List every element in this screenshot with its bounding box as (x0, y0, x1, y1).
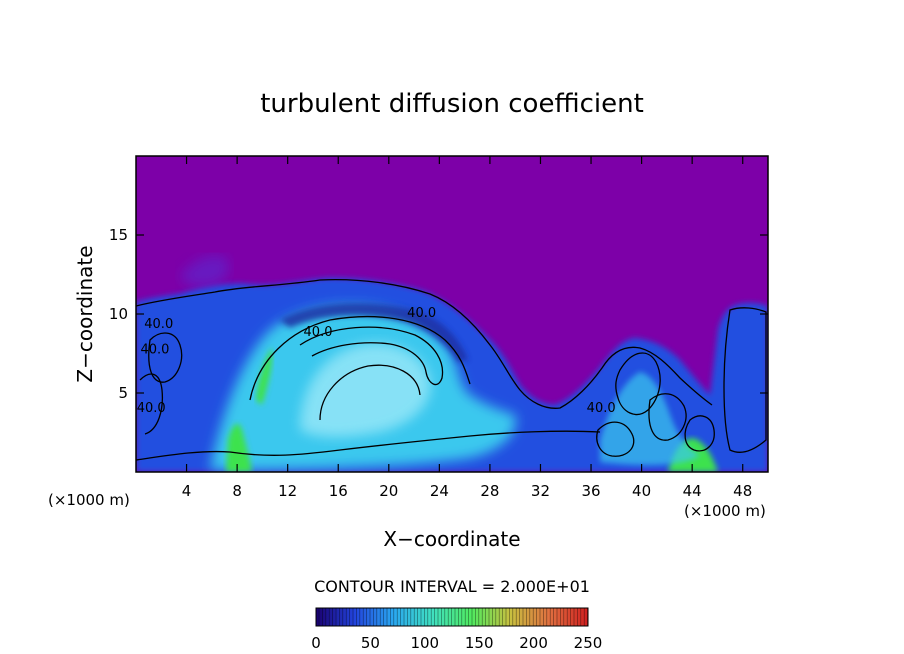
contour-vortex-inner (299, 326, 444, 386)
x-axis-ticks: 4 8 12 16 20 24 28 32 36 40 44 48 (182, 156, 752, 500)
contour-label: 40.0 (144, 317, 173, 332)
x-tick-label: 48 (733, 482, 752, 500)
colorbar-tick-label: 150 (465, 634, 494, 652)
x-tick-label: 20 (379, 482, 398, 500)
colorbar-tick-label: 50 (361, 634, 380, 652)
plot-area: 40.0 40.0 40.0 40.0 40.0 40.0 (136, 156, 768, 472)
colorbar-tick-label: 0 (311, 634, 321, 652)
field-purple-haze (180, 255, 229, 287)
contour-vortex-outer (249, 316, 471, 401)
x-tick-label: 8 (232, 482, 242, 500)
field-green-left (226, 423, 252, 472)
x-tick-label: 12 (278, 482, 297, 500)
contour-lines (136, 278, 767, 461)
colorbar-ticks: 0 50 100 150 200 250 (311, 634, 602, 652)
x-tick-label: 4 (182, 482, 192, 500)
x-tick-label: 28 (480, 482, 499, 500)
contour-interval-text: CONTOUR INTERVAL = 2.000E+01 (314, 577, 590, 596)
contour-lower-band (136, 430, 601, 461)
colorbar-tick-label: 100 (410, 634, 439, 652)
y-tick-label: 15 (109, 226, 128, 244)
colorbar-tick-label: 200 (519, 634, 548, 652)
x-tick-label: 16 (329, 482, 348, 500)
field-dark-upper-band (280, 303, 468, 362)
x-tick-label: 44 (683, 482, 702, 500)
contour-vortex-core (319, 364, 421, 421)
contour-right-turbulence-4 (684, 415, 715, 452)
contour-left-column-2 (139, 373, 164, 435)
y-tick-label: 5 (118, 384, 128, 402)
x-tick-label: 40 (632, 482, 651, 500)
x-tick-label: 24 (430, 482, 449, 500)
x-tick-label: 36 (581, 482, 600, 500)
chart-title: turbulent diffusion coefficient (260, 89, 644, 119)
x-unit-left: (×1000 m) (48, 491, 130, 509)
contour-label: 40.0 (137, 401, 166, 416)
colorbar-tick-label: 250 (574, 634, 603, 652)
x-unit-right: (×1000 m) (684, 502, 766, 520)
y-tick-label: 10 (109, 305, 128, 323)
contour-label: 40.0 (587, 401, 616, 416)
y-axis-ticks: 5 10 15 (109, 226, 768, 402)
contour-right-turbulence-3 (648, 393, 687, 441)
contour-label: 40.0 (140, 343, 169, 358)
x-axis-label: X−coordinate (383, 527, 520, 551)
heatmap-field (136, 255, 768, 472)
colorbar (315, 607, 589, 627)
contour-right-block (723, 307, 767, 453)
field-right-turbulence (600, 372, 700, 466)
field-green-mid (256, 348, 273, 405)
contour-right-turbulence-2 (596, 421, 635, 457)
contour-right-turbulence-1 (615, 352, 661, 415)
contour-labels: 40.0 40.0 40.0 40.0 40.0 40.0 (137, 306, 616, 416)
field-light-core (300, 343, 431, 437)
contour-left-column (148, 332, 183, 383)
colorbar-stripes (318, 608, 588, 626)
contour-label: 40.0 (304, 325, 333, 340)
x-tick-label: 32 (531, 482, 550, 500)
contour-outer (136, 278, 713, 409)
y-axis-label: Z−coordinate (73, 245, 97, 382)
contour-label: 40.0 (407, 306, 436, 321)
